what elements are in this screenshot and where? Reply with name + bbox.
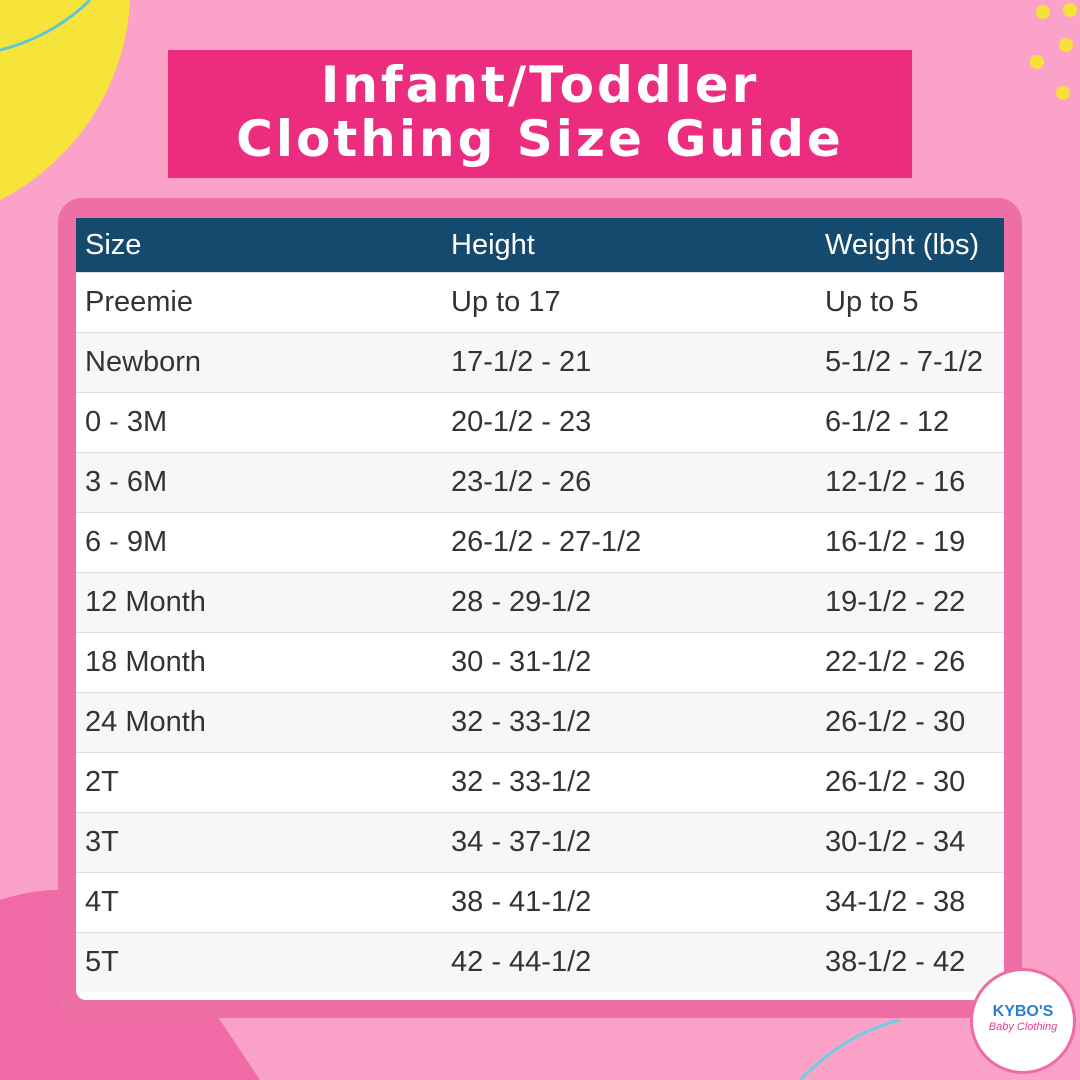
column-header: Size <box>76 218 442 273</box>
table-row: 3T 34 - 37-1/2 30-1/2 - 34 <box>76 812 1004 873</box>
table-cell: 5T <box>76 932 442 992</box>
table-row: 3 - 6M 23-1/2 - 26 12-1/2 - 16 <box>76 452 1004 513</box>
logo-text: KYBO'S <box>992 1003 1054 1020</box>
table-cell: 24 Month <box>76 692 442 753</box>
size-table: Size Height Weight (lbs) Preemie Up to 17 Up… <box>76 218 1004 992</box>
table-body: Preemie Up to 17 Up to 5 Newborn 17-1/2 - 21… <box>76 272 1004 992</box>
table-cell: 3T <box>76 812 442 873</box>
table-row: 4T 38 - 41-1/2 34-1/2 - 38 <box>76 872 1004 933</box>
table-cell: Newborn <box>76 332 442 393</box>
table-cell: 28 - 29-1/2 <box>442 572 816 633</box>
logo-subtext: Baby Clothing <box>988 1021 1058 1033</box>
table-cell: 4T <box>76 872 442 933</box>
table-row: 6 - 9M 26-1/2 - 27-1/2 16-1/2 - 19 <box>76 512 1004 573</box>
table-cell: 5-1/2 - 7-1/2 <box>816 332 1004 393</box>
table-cell: 19-1/2 - 22 <box>816 572 1004 633</box>
table-cell: 30-1/2 - 34 <box>816 812 1004 873</box>
header-row: Size Height Weight (lbs) <box>76 218 1004 273</box>
table-cell: 3 - 6M <box>76 452 442 513</box>
table-cell: 34-1/2 - 38 <box>816 872 1004 933</box>
table-cell: 6 - 9M <box>76 512 442 573</box>
table-cell: 17-1/2 - 21 <box>442 332 816 393</box>
title-line: Infant/Toddler <box>320 56 760 114</box>
table-cell: 22-1/2 - 26 <box>816 632 1004 693</box>
table-cell: Preemie <box>76 272 442 333</box>
table-cell: 38 - 41-1/2 <box>442 872 816 933</box>
table-row: 5T 42 - 44-1/2 38-1/2 - 42 <box>76 932 1004 992</box>
table-cell: 23-1/2 - 26 <box>442 452 816 513</box>
table-cell: 34 - 37-1/2 <box>442 812 816 873</box>
table-cell: 6-1/2 - 12 <box>816 392 1004 453</box>
table-cell: Up to 17 <box>442 272 816 333</box>
table-cell: 38-1/2 - 42 <box>816 932 1004 992</box>
table-cell: 20-1/2 - 23 <box>442 392 816 453</box>
table-cell: 32 - 33-1/2 <box>442 752 816 813</box>
table-row: Newborn 17-1/2 - 21 5-1/2 - 7-1/2 <box>76 332 1004 393</box>
title-line: Clothing Size Guide <box>236 110 844 168</box>
table-row: 2T 32 - 33-1/2 26-1/2 - 30 <box>76 752 1004 813</box>
table-row: 12 Month 28 - 29-1/2 19-1/2 - 22 <box>76 572 1004 633</box>
table-cell: 16-1/2 - 19 <box>816 512 1004 573</box>
table-cell: 42 - 44-1/2 <box>442 932 816 992</box>
table-cell: 12-1/2 - 16 <box>816 452 1004 513</box>
column-header: Height <box>442 218 816 273</box>
table-row: 18 Month 30 - 31-1/2 22-1/2 - 26 <box>76 632 1004 693</box>
table-row: Preemie Up to 17 Up to 5 <box>76 272 1004 333</box>
table-cell: 0 - 3M <box>76 392 442 453</box>
logo: KYBO'S Baby Clothing <box>970 968 1076 1074</box>
table-row: 24 Month 32 - 33-1/2 26-1/2 - 30 <box>76 692 1004 753</box>
table-cell: 26-1/2 - 30 <box>816 692 1004 753</box>
table-cell: 12 Month <box>76 572 442 633</box>
table-cell: 26-1/2 - 30 <box>816 752 1004 813</box>
table-cell: 18 Month <box>76 632 442 693</box>
table-cell: 2T <box>76 752 442 813</box>
table-row: 0 - 3M 20-1/2 - 23 6-1/2 - 12 <box>76 392 1004 453</box>
column-header: Weight (lbs) <box>816 218 1004 273</box>
table-cell: 26-1/2 - 27-1/2 <box>442 512 816 573</box>
table-cell: 30 - 31-1/2 <box>442 632 816 693</box>
table-cell: 32 - 33-1/2 <box>442 692 816 753</box>
table-cell: Up to 5 <box>816 272 1004 333</box>
